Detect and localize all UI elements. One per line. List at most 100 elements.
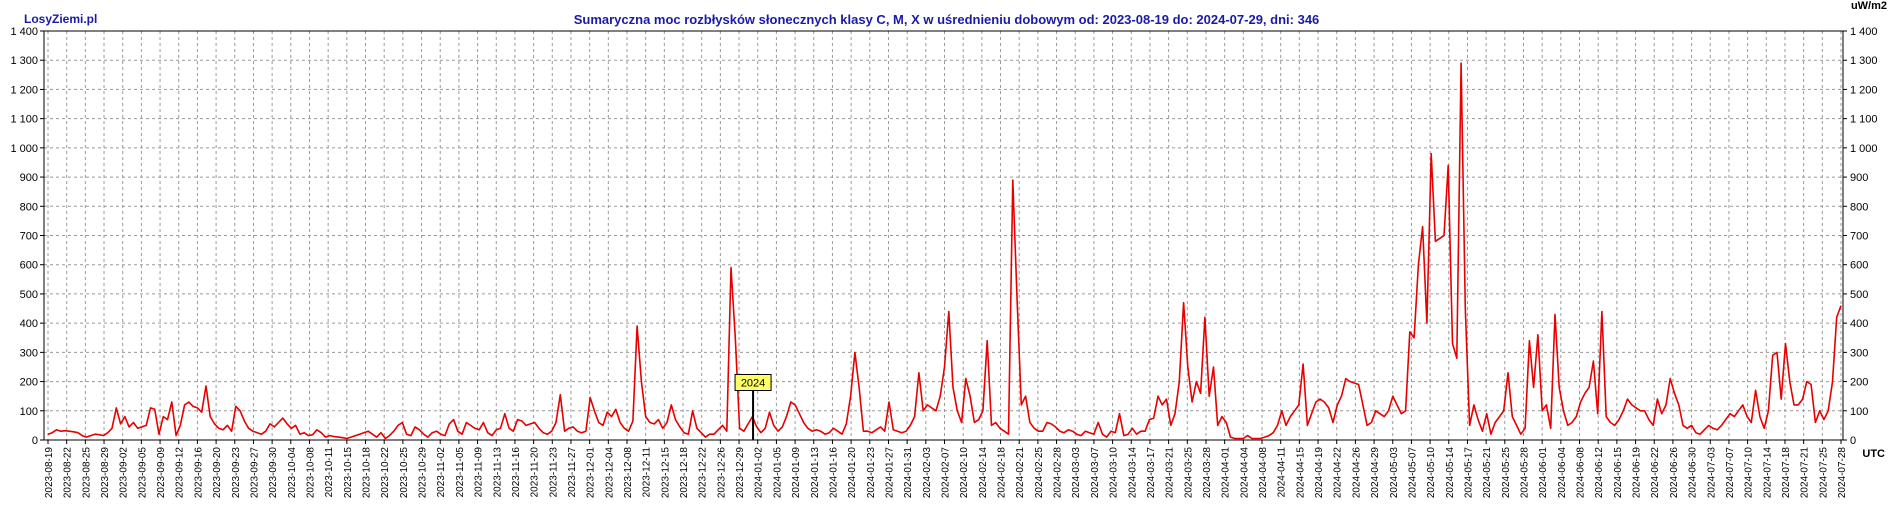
- x-tick-label: 2024-06-15: [1613, 447, 1624, 499]
- grid-lines: [44, 30, 1843, 441]
- y-tick-label-right: 1 200: [1850, 84, 1878, 96]
- x-tick-label: 2024-02-28: [1053, 447, 1064, 499]
- x-tick-label: 2024-05-14: [1445, 447, 1456, 499]
- x-tick-label: 2024-07-18: [1781, 447, 1792, 499]
- y-tick-label-right: 1 400: [1850, 26, 1878, 38]
- x-tick-label: 2024-01-02: [754, 447, 765, 499]
- y-tick-label: 200: [20, 377, 38, 389]
- x-tick-label: 2024-03-17: [1146, 447, 1157, 499]
- y-tick-label-right: 400: [1850, 318, 1868, 330]
- x-tick-label: 2023-12-04: [604, 447, 615, 499]
- x-tick-label: 2023-10-25: [399, 447, 410, 499]
- x-tick-label: 2024-07-07: [1725, 447, 1736, 499]
- x-tick-label: 2024-02-10: [959, 447, 970, 499]
- y-tick-label-right: 1 000: [1850, 143, 1878, 155]
- y-tick-label-right: 700: [1850, 231, 1868, 243]
- x-tick-label: 2024-04-22: [1333, 447, 1344, 499]
- x-tick-label: 2024-01-16: [828, 447, 839, 499]
- y-tick-label: 500: [20, 289, 38, 301]
- x-tick-label: 2023-09-05: [137, 447, 148, 499]
- y-tick-label: 400: [20, 318, 38, 330]
- y-tick-label-right: 300: [1850, 347, 1868, 359]
- x-tick-label: 2023-11-16: [511, 447, 522, 498]
- y-tick-label-right: 1 300: [1850, 55, 1878, 67]
- site-name[interactable]: LosyZiemi.pl: [24, 12, 98, 26]
- x-tick-label: 2024-03-07: [1090, 447, 1101, 499]
- x-tick-label: 2024-05-07: [1407, 447, 1418, 499]
- x-tick-label: 2024-05-17: [1463, 447, 1474, 499]
- x-tick-label: 2023-11-27: [567, 447, 578, 498]
- x-tick-label: 2023-09-02: [119, 447, 130, 499]
- y-tick-label: 1 300: [10, 55, 38, 67]
- x-tick-label: 2024-03-25: [1183, 447, 1194, 499]
- x-tick-label: 2024-01-09: [791, 447, 802, 499]
- y-tick-label: 1 200: [10, 84, 38, 96]
- x-tick-label: 2024-01-05: [772, 447, 783, 499]
- y-tick-label: 1 400: [10, 26, 38, 38]
- y-tick-label: 900: [20, 172, 38, 184]
- x-tick-label: 2023-12-22: [698, 447, 709, 499]
- x-tick-label: 2024-04-04: [1239, 447, 1250, 499]
- x-tick-label: 2023-12-08: [623, 447, 634, 499]
- y-tick-label: 600: [20, 260, 38, 272]
- x-tick-label: 2024-02-03: [922, 447, 933, 499]
- x-tick-label: 2024-01-31: [903, 447, 914, 499]
- x-tick-label: 2023-10-15: [343, 447, 354, 499]
- x-tick-label: 2023-09-12: [175, 447, 186, 499]
- y-tick-label: 0: [32, 435, 38, 447]
- x-tick-label: 2024-01-27: [884, 447, 895, 499]
- x-tick-label: 2023-08-29: [100, 447, 111, 499]
- x-tick-label: 2024-06-01: [1538, 447, 1549, 499]
- timezone-label: UTC: [1862, 448, 1885, 460]
- x-tick-label: 2024-06-26: [1669, 447, 1680, 499]
- x-tick-label: 2023-08-25: [81, 447, 92, 499]
- x-tick-label: 2023-11-23: [548, 447, 559, 498]
- x-tick-label: 2024-04-19: [1314, 447, 1325, 499]
- x-tick-label: 2023-11-05: [455, 447, 466, 498]
- x-tick-label: 2024-03-10: [1109, 447, 1120, 499]
- x-tick-label: 2024-06-30: [1688, 447, 1699, 499]
- x-tick-label: 2024-07-03: [1706, 447, 1717, 499]
- x-tick-label: 2024-06-08: [1576, 447, 1587, 499]
- x-tick-label: 2024-03-03: [1071, 447, 1082, 499]
- chart-title: Sumaryczna moc rozbłysków słonecznych kl…: [573, 12, 1320, 27]
- x-tick-label: 2023-12-29: [735, 447, 746, 499]
- x-tick-label: 2023-10-08: [305, 447, 316, 499]
- series-layer: [47, 62, 1842, 440]
- x-tick-label: 2023-09-23: [231, 447, 242, 499]
- annotation-layer: 2024: [734, 373, 772, 440]
- x-tick-label: 2024-04-15: [1295, 447, 1306, 499]
- series-line: [47, 62, 1842, 440]
- x-tick-label: 2024-04-11: [1277, 447, 1288, 498]
- x-tick-label: 2024-02-21: [1015, 447, 1026, 499]
- x-tick-label: 2023-10-11: [324, 447, 335, 498]
- x-tick-label: 2023-12-11: [642, 447, 653, 498]
- x-tick-label: 2024-04-29: [1370, 447, 1381, 499]
- x-tick-label: 2023-10-04: [287, 447, 298, 499]
- year-marker-box: [734, 373, 772, 391]
- year-marker-label: 2024: [741, 377, 765, 389]
- x-tick-label: 2024-05-03: [1389, 447, 1400, 499]
- x-tick-label: 2023-10-22: [380, 447, 391, 499]
- x-tick-label: 2023-10-29: [418, 447, 429, 499]
- x-tick-label: 2023-09-09: [156, 447, 167, 499]
- unit-label: uW/m2: [1850, 0, 1887, 12]
- x-axis: 2023-08-19 2023-08-22 2023-08-25 2023-08-29…: [44, 440, 1848, 498]
- x-tick-label: 2024-05-28: [1519, 447, 1530, 499]
- x-tick-label: 2023-11-13: [492, 447, 503, 498]
- x-tick-label: 2024-03-21: [1165, 447, 1176, 499]
- x-tick-label: 2023-11-02: [436, 447, 447, 498]
- y-tick-label-right: 600: [1850, 260, 1868, 272]
- y-tick-label-right: 800: [1850, 201, 1868, 213]
- y-tick-label-right: 900: [1850, 172, 1868, 184]
- x-tick-label: 2023-08-22: [63, 447, 74, 499]
- x-tick-label: 2023-12-18: [679, 447, 690, 499]
- x-tick-label: 2024-06-12: [1594, 447, 1605, 499]
- y-tick-label-right: 1 100: [1850, 114, 1878, 126]
- x-tick-label: 2024-07-25: [1818, 447, 1829, 499]
- x-tick-label: 2024-05-25: [1501, 447, 1512, 499]
- y-tick-label: 800: [20, 201, 38, 213]
- x-tick-label: 2024-07-14: [1762, 447, 1773, 499]
- x-tick-label: 2024-04-01: [1221, 447, 1232, 499]
